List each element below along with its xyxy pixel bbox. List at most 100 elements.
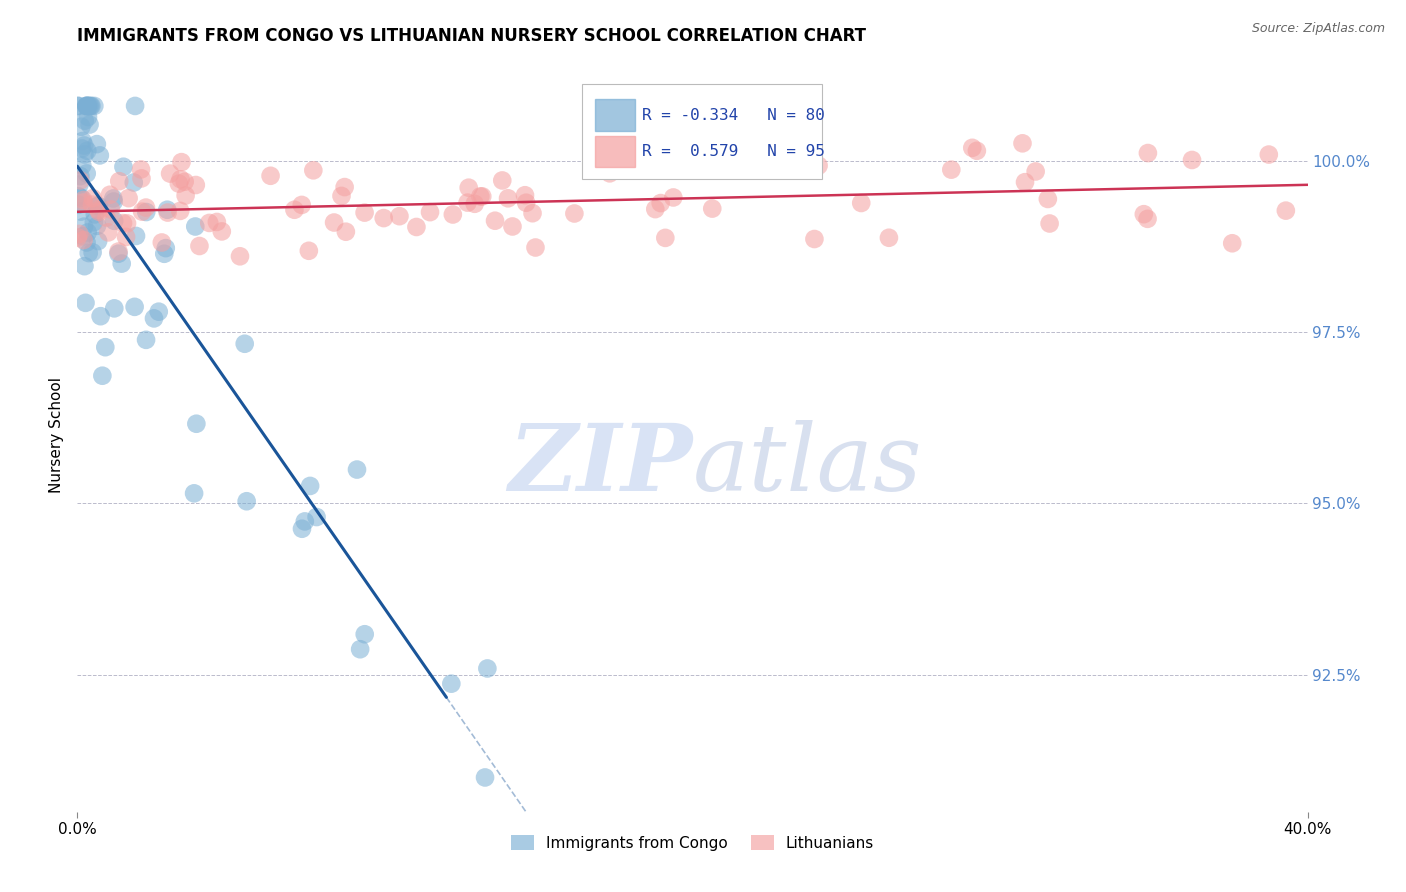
Point [233, 336, 256, 351]
Point [305, 510, 328, 524]
Point [135, 201, 157, 215]
Point [1011, 136, 1033, 151]
Point [405, 219, 427, 234]
Point [103, 191, 125, 205]
Point [941, 162, 963, 177]
Point [72, 134, 94, 148]
Point [702, 202, 724, 216]
Point [353, 627, 375, 641]
Point [388, 209, 411, 223]
Point [183, 486, 205, 500]
Point [1181, 153, 1204, 167]
Point [1014, 175, 1036, 189]
Point [86, 137, 108, 152]
Point [299, 479, 322, 493]
Point [76, 235, 98, 250]
Point [169, 172, 191, 186]
Point [94, 340, 117, 354]
Point [477, 661, 499, 675]
Point [79, 99, 101, 113]
Point [124, 300, 146, 314]
Point [86, 219, 108, 233]
Point [1025, 164, 1047, 178]
Point [69, 173, 91, 187]
Point [75, 99, 97, 113]
Point [966, 144, 988, 158]
Point [471, 189, 494, 203]
Point [373, 211, 395, 225]
Point [962, 141, 984, 155]
Point [150, 235, 173, 250]
Point [79, 118, 101, 132]
Point [1220, 236, 1243, 251]
Point [877, 231, 900, 245]
Point [87, 202, 110, 217]
Point [170, 155, 193, 169]
Point [76, 99, 98, 113]
Point [323, 215, 346, 229]
Point [131, 204, 153, 219]
Point [654, 231, 676, 245]
Point [513, 188, 536, 202]
Point [125, 229, 148, 244]
Point [112, 160, 135, 174]
Point [103, 194, 125, 209]
Text: Source: ZipAtlas.com: Source: ZipAtlas.com [1251, 22, 1385, 36]
Point [298, 244, 321, 258]
Point [294, 515, 316, 529]
Point [117, 191, 139, 205]
Point [107, 244, 129, 259]
Point [72, 195, 94, 210]
Point [159, 167, 181, 181]
Point [1036, 192, 1059, 206]
Point [75, 296, 97, 310]
Point [335, 225, 357, 239]
Point [564, 206, 586, 220]
Point [330, 189, 353, 203]
FancyBboxPatch shape [595, 99, 634, 131]
Point [80, 197, 103, 211]
Point [807, 159, 830, 173]
FancyBboxPatch shape [582, 85, 821, 178]
Point [67, 227, 90, 241]
Point [69, 169, 91, 183]
Point [851, 196, 873, 211]
Point [129, 162, 152, 177]
Point [440, 676, 463, 690]
Point [1257, 147, 1279, 161]
Point [87, 204, 110, 219]
Point [72, 229, 94, 244]
Point [349, 642, 371, 657]
Point [70, 204, 93, 219]
Point [67, 99, 90, 113]
Point [103, 214, 125, 228]
Point [491, 173, 513, 187]
Point [76, 144, 98, 158]
Point [83, 99, 105, 113]
Point [135, 333, 157, 347]
Point [205, 215, 228, 229]
Text: IMMIGRANTS FROM CONGO VS LITHUANIAN NURSERY SCHOOL CORRELATION CHART: IMMIGRANTS FROM CONGO VS LITHUANIAN NURS… [77, 28, 866, 45]
Point [752, 149, 775, 163]
Point [86, 199, 108, 213]
Point [184, 219, 207, 234]
Point [87, 234, 110, 248]
Point [76, 226, 98, 240]
Point [235, 494, 257, 508]
Point [70, 191, 93, 205]
Point [122, 176, 145, 190]
Point [83, 207, 105, 221]
Point [457, 195, 479, 210]
Point [82, 191, 104, 205]
Point [115, 216, 138, 230]
Point [131, 171, 153, 186]
Point [496, 191, 519, 205]
Point [115, 230, 138, 244]
Y-axis label: Nursery School: Nursery School [49, 376, 65, 493]
Point [524, 240, 547, 254]
FancyBboxPatch shape [595, 136, 634, 168]
Point [69, 178, 91, 192]
Point [97, 226, 120, 240]
Text: atlas: atlas [693, 420, 922, 510]
Point [156, 202, 179, 217]
